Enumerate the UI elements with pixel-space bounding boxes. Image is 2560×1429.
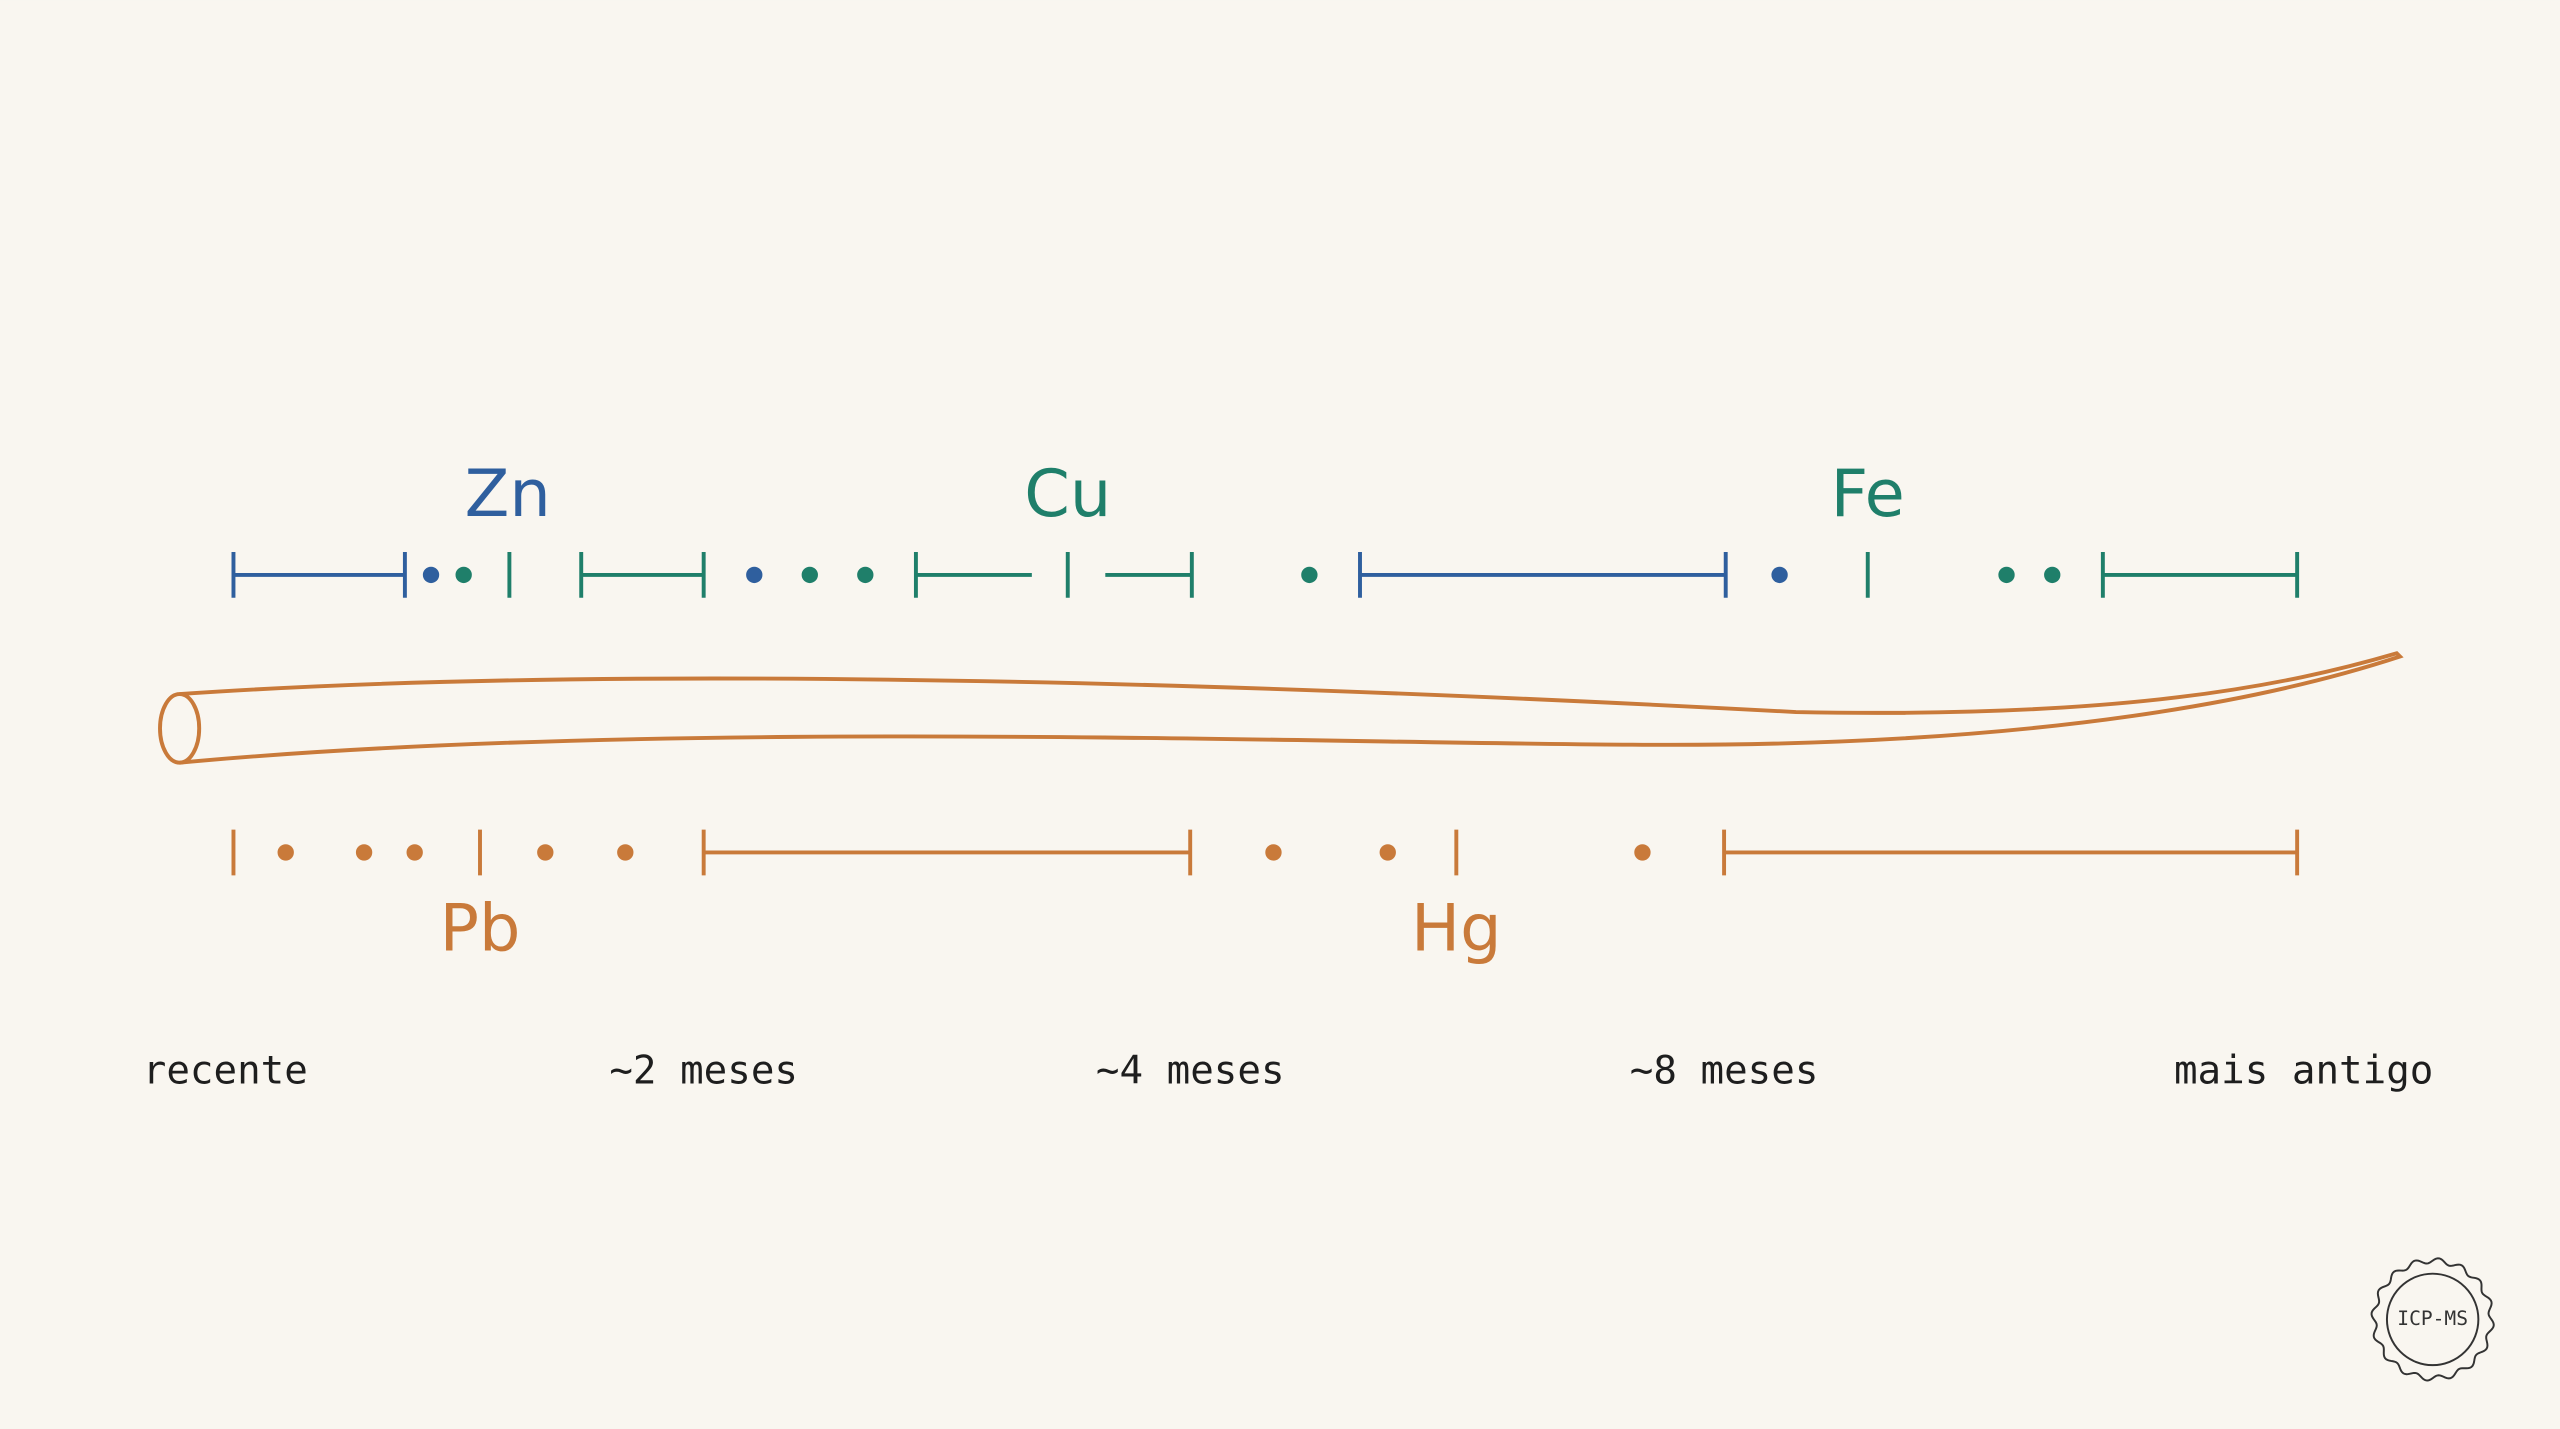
element-label: Cu — [1024, 456, 1111, 532]
time-label: recente — [143, 1048, 308, 1093]
badge: ICP-MS — [2370, 1257, 2495, 1382]
element-label: Pb — [440, 891, 521, 967]
time-label: ~2 meses — [609, 1048, 798, 1093]
element-label: Zn — [465, 456, 551, 532]
time-label: ~4 meses — [1096, 1048, 1285, 1093]
top-markers — [231, 552, 2300, 598]
badge-label: ICP-MS — [2397, 1307, 2468, 1330]
time-label: mais antigo — [2174, 1048, 2433, 1093]
time-label: ~8 meses — [1630, 1048, 1819, 1093]
hair — [158, 651, 2404, 765]
element-label: Fe — [1831, 456, 1905, 532]
element-label: Hg — [1411, 891, 1502, 967]
bottom-markers — [231, 829, 2300, 876]
